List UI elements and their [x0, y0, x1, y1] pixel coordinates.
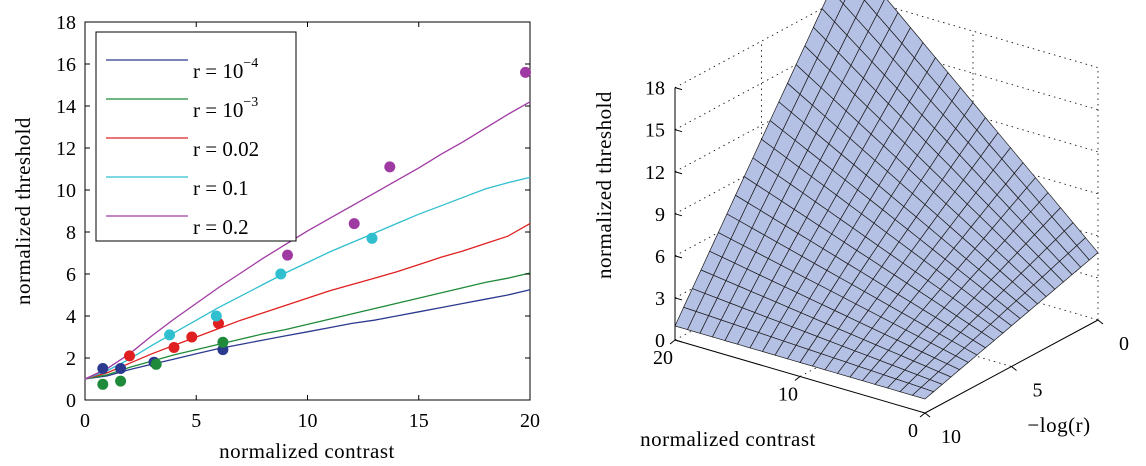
x-tick — [919, 412, 926, 418]
y-tick-label: 5 — [1033, 380, 1043, 402]
z-tick-label: 15 — [645, 120, 665, 142]
legend-box — [95, 31, 297, 242]
axis-ticks: 0 5 10 15 20 0 2 4 6 8 10 12 14 16 18 — [56, 12, 540, 432]
y-tick-label: 6 — [66, 264, 76, 286]
data-point — [520, 66, 531, 78]
legend-label: r = 0.2 — [193, 215, 249, 239]
data-point — [348, 218, 360, 230]
y-axis-label: −log(r) — [1027, 413, 1090, 437]
z-tick — [674, 339, 683, 343]
y-tick-label: 18 — [56, 12, 76, 34]
x-tick — [669, 339, 676, 345]
z-tick — [674, 129, 683, 133]
y-tick-label: 0 — [1119, 333, 1129, 355]
x-tick-label: 5 — [191, 410, 201, 432]
data-point — [115, 363, 127, 374]
z-tick — [674, 213, 683, 217]
data-point — [124, 350, 135, 362]
z-tick — [674, 297, 683, 301]
y-tick-label: 4 — [66, 306, 76, 328]
y-tick-label: 14 — [56, 96, 76, 118]
y-tick-label: 2 — [66, 348, 76, 370]
z-tick — [674, 87, 683, 91]
series-points — [97, 66, 531, 390]
x-tick-label: 20 — [520, 410, 540, 432]
data-point — [168, 342, 180, 353]
x-axis-label: normalized contrast — [640, 427, 816, 451]
x-tick-label: 10 — [778, 384, 798, 406]
z-tick — [674, 255, 683, 259]
x-tick-label: 0 — [80, 410, 90, 432]
data-point — [150, 358, 162, 370]
data-point — [115, 375, 127, 387]
z-tick-label: 9 — [655, 204, 665, 226]
data-point — [384, 161, 396, 173]
data-point — [210, 310, 222, 322]
x-tick-label: 15 — [409, 410, 429, 432]
data-point — [275, 268, 287, 280]
y-tick — [1011, 366, 1017, 371]
data-point — [164, 329, 176, 341]
series-line — [84, 176, 531, 380]
surface-patch — [911, 387, 935, 400]
x-tick-label: 10 — [298, 410, 318, 432]
y-tick-label: 10 — [941, 426, 961, 448]
z-tick-label: 0 — [655, 330, 665, 352]
x-axis-label: normalized contrast — [219, 439, 395, 463]
z-tick-label: 6 — [655, 246, 665, 268]
x-tick-label: 0 — [908, 420, 918, 442]
series-line — [84, 101, 531, 380]
data-point — [97, 363, 109, 374]
z-axis-label: normalized threshold — [592, 91, 616, 279]
z-tick-label: 3 — [655, 288, 665, 310]
y-tick-label: 10 — [56, 180, 76, 202]
z-tick-label: 12 — [645, 162, 665, 184]
data-point — [217, 336, 229, 348]
series-line — [84, 272, 531, 380]
legend-label: r = 0.1 — [193, 176, 249, 200]
data-point — [282, 249, 293, 261]
y-tick-label: 12 — [56, 138, 76, 160]
legend: r = 10−4r = 10−3r = 0.02r = 0.1r = 0.2 — [95, 31, 297, 242]
z-tick — [674, 171, 683, 175]
y-tick-label: 8 — [66, 222, 76, 244]
y-tick — [1097, 319, 1104, 325]
y-tick-label: 0 — [66, 390, 76, 412]
x-tick-label: 20 — [653, 347, 673, 369]
x-tick — [794, 376, 801, 381]
y-tick — [924, 412, 931, 418]
data-point — [186, 331, 198, 343]
z-tick-label: 18 — [645, 78, 665, 100]
y-axis-label: normalized threshold — [11, 117, 35, 305]
legend-label: r = 0.02 — [193, 137, 259, 161]
series-line — [84, 223, 531, 380]
data-point — [366, 232, 378, 244]
y-tick-label: 16 — [56, 54, 76, 76]
surface-mesh — [674, 0, 1099, 400]
data-point — [97, 378, 109, 390]
